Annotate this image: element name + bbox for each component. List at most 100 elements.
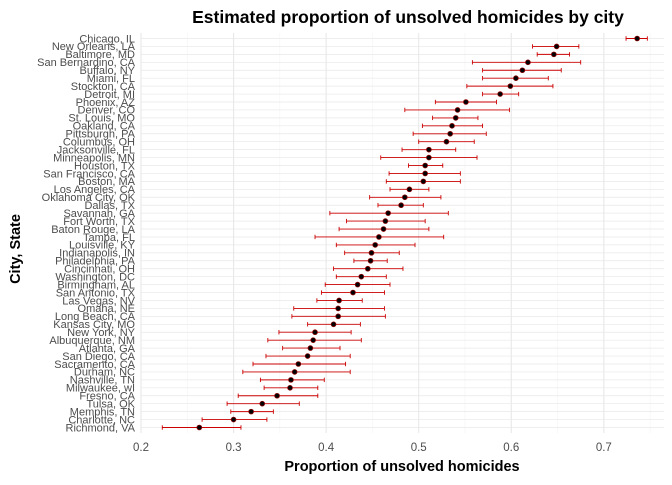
data-point	[422, 162, 428, 169]
y-tick-label: New Orleans, LA	[52, 41, 136, 53]
x-tick-label: 0.5	[411, 442, 427, 454]
data-point	[367, 257, 374, 264]
y-tick-label: Philadelphia, PA	[55, 256, 136, 268]
y-tick-label: Sacramento, CA	[54, 359, 135, 371]
data-point	[463, 99, 469, 105]
y-tick-label: Milwaukee, wI	[66, 383, 135, 395]
y-tick-label: Houston, TX	[74, 160, 136, 172]
data-point	[382, 218, 389, 224]
x-tick-label: 0.2	[133, 442, 149, 454]
y-tick-label: Los Angeles, CA	[54, 184, 136, 196]
y-tick-label: Boston, MA	[78, 176, 136, 188]
y-tick-label: Fort Worth, TX	[63, 216, 135, 228]
y-tick-label: Kansas City, MO	[53, 319, 135, 331]
y-tick-label: Louisville, KY	[69, 240, 136, 252]
y-tick-label: Tulsa, OK	[87, 398, 136, 410]
data-point	[551, 51, 557, 58]
data-point	[288, 377, 294, 383]
data-point	[447, 130, 453, 137]
data-point	[376, 234, 382, 240]
data-point	[358, 273, 365, 280]
y-tick-label: Jacksonville, FL	[57, 144, 135, 156]
data-point	[287, 385, 293, 391]
y-tick-label: Durham, NC	[74, 367, 135, 379]
y-tick-label: Baltimore, MD	[65, 49, 135, 61]
point-layer	[196, 35, 640, 431]
y-tick-label: San Bernardino, CA	[37, 57, 135, 69]
y-tick-label: Cincinnati, OH	[64, 264, 135, 276]
data-point	[295, 361, 302, 367]
data-point	[398, 202, 404, 209]
data-point	[330, 321, 337, 328]
data-point	[443, 138, 450, 145]
x-axis-title: Proportion of unsolved homicides	[284, 459, 519, 475]
data-point	[454, 107, 461, 113]
y-tick-label: Long Beach, CA	[55, 311, 136, 323]
data-point	[304, 353, 311, 359]
data-point	[525, 59, 531, 66]
data-point	[420, 178, 427, 185]
x-tick-label: 0.7	[596, 442, 612, 454]
x-tick-label: 0.3	[226, 442, 242, 454]
y-tick-label: San Francisco, CA	[43, 168, 135, 180]
y-tick-label: Dallas, TX	[84, 200, 135, 212]
grid-layer	[140, 33, 664, 433]
data-point	[274, 392, 280, 399]
data-point	[380, 226, 387, 232]
data-point	[259, 400, 266, 407]
data-point	[422, 170, 428, 177]
y-tick-label: Memphis, TN	[70, 406, 135, 418]
x-tick-labels: 0.2 0.3 0.4 0.5 0.6 0.7	[133, 442, 612, 454]
y-tick-label: San Diego, CA	[62, 351, 135, 363]
y-tick-label: Oakland, CA	[73, 121, 136, 133]
data-point	[406, 186, 413, 193]
data-point	[312, 329, 318, 336]
y-tick-label: Columbus, OH	[63, 137, 135, 149]
data-point	[507, 83, 514, 89]
data-point	[402, 194, 408, 201]
y-tick-label: Birmingham, AL	[57, 279, 135, 291]
data-point	[497, 91, 503, 97]
data-point	[385, 210, 391, 216]
y-tick-label: Detroit, MI	[84, 89, 135, 101]
data-point	[426, 146, 432, 153]
y-tick-label: Nashville, TN	[70, 375, 135, 387]
y-tick-label: Minneapolis, MN	[53, 152, 135, 164]
data-point	[368, 250, 375, 256]
data-point	[291, 369, 298, 375]
y-tick-label: Miami, FL	[87, 73, 135, 85]
chart-title: Estimated proportion of unsolved homicid…	[192, 7, 624, 27]
y-tick-label: Charlotte, NC	[68, 414, 135, 426]
data-point	[634, 35, 640, 42]
data-point	[196, 424, 203, 431]
data-point	[449, 123, 455, 129]
data-point	[310, 337, 316, 343]
y-tick-label: St. Louis, MO	[68, 113, 135, 125]
data-point	[335, 305, 341, 312]
y-tick-label: San Antonio, TX	[56, 287, 136, 299]
data-point	[553, 43, 560, 50]
y-tick-label: Oklahoma City, OK	[42, 192, 136, 204]
x-tick-label: 0.4	[318, 442, 335, 454]
data-point	[248, 408, 254, 415]
y-axis-title: City, State	[8, 214, 24, 284]
y-tick-label: Atlanta, GA	[79, 343, 136, 355]
y-tick-label: Tampa, FL	[83, 232, 135, 244]
x-tick-label: 0.6	[503, 442, 519, 454]
y-tick-label: Denver, CO	[78, 105, 136, 117]
y-tick-label: Stockton, CA	[71, 81, 136, 93]
data-point	[230, 416, 237, 423]
data-point	[354, 281, 361, 288]
data-point	[364, 265, 371, 272]
y-tick-label: Buffalo, NY	[80, 65, 136, 77]
data-point	[426, 154, 432, 161]
y-tick-label: Omaha, NE	[78, 303, 135, 315]
y-tick-label: Chicago, IL	[79, 33, 135, 45]
data-point	[350, 289, 356, 296]
data-point	[335, 313, 341, 320]
data-point	[372, 242, 378, 248]
y-tick-label: Indianapolis, IN	[59, 248, 135, 260]
